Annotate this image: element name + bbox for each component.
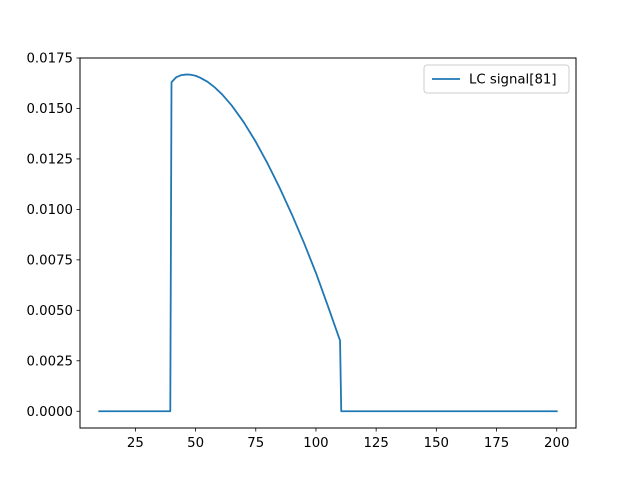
legend: LC signal[81] — [423, 64, 570, 94]
legend-label: LC signal[81] — [469, 73, 557, 88]
y-tick-label: 0.0075 — [26, 254, 73, 269]
x-tick-label: 175 — [484, 436, 509, 451]
y-tick-label: 0.0175 — [26, 52, 73, 67]
legend-box — [423, 64, 570, 94]
series-line — [98, 73, 558, 413]
x-tick-label: 150 — [424, 436, 449, 451]
x-tick-label: 25 — [127, 436, 144, 451]
y-tick-label: 0.0025 — [26, 354, 73, 369]
y-axis: 0.0000 0.0025 0.0050 0.0075 0.0100 0.0125 0.01… — [26, 52, 80, 420]
series-layer — [98, 73, 558, 413]
x-tick-label: 125 — [363, 436, 388, 451]
x-axis: 25 50 75 100 125 150 175 200 — [127, 428, 569, 451]
x-tick-label: 100 — [303, 436, 328, 451]
x-tick-label: 75 — [247, 436, 264, 451]
axes-frame — [79, 57, 577, 429]
plot-area — [80, 58, 576, 428]
y-tick-label: 0.0000 — [26, 405, 73, 420]
y-tick-label: 0.0125 — [26, 153, 73, 168]
x-tick-label: 200 — [544, 436, 569, 451]
x-tick-label: 50 — [187, 436, 204, 451]
y-tick-label: 0.0050 — [26, 304, 73, 319]
y-tick-label: 0.0150 — [26, 102, 73, 117]
y-tick-label: 0.0100 — [26, 203, 73, 218]
